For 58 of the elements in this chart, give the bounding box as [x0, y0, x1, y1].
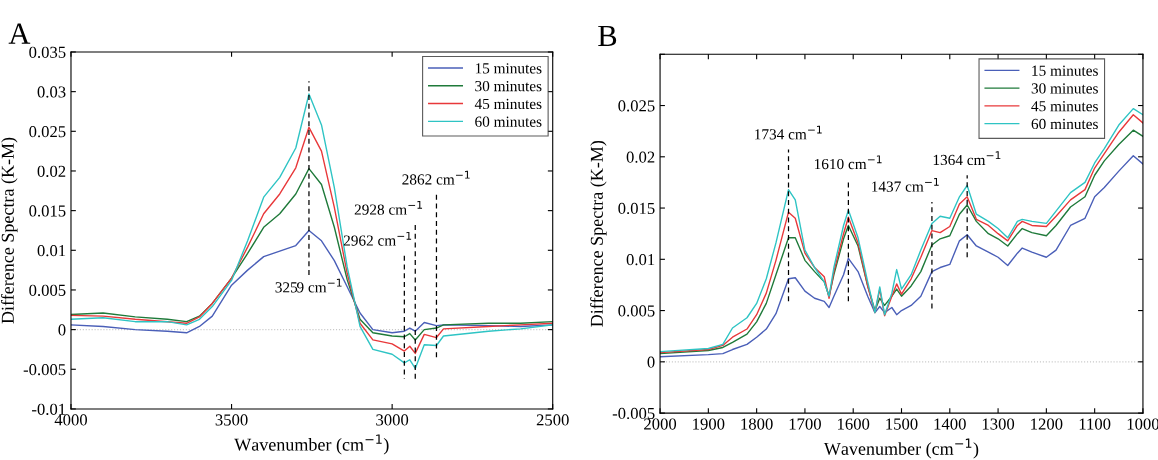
y-tick-label: 0.015 — [29, 205, 66, 217]
y-tick-label: -0.01 — [32, 403, 66, 415]
x-tick-label: 1500 — [886, 418, 918, 430]
x-tick-label: 2500 — [536, 414, 569, 426]
y-axis-title: Difference Spectra (K-M) — [0, 137, 18, 324]
chart-title: A — [8, 23, 31, 44]
y-tick-label: 0.015 — [618, 202, 655, 215]
line-series — [70, 126, 553, 355]
line-series — [70, 167, 553, 341]
x-tick-label: 1800 — [741, 418, 773, 430]
y-tick-label: 0.035 — [29, 46, 66, 58]
y-tick-label: 0.02 — [626, 151, 655, 163]
y-axis-title: Difference Spectra (K-M) — [590, 140, 607, 327]
annotation: 1437 cm$^{−1}$ — [872, 177, 939, 192]
y-tick-label: 0.025 — [618, 100, 655, 112]
x-tick-label: 1000 — [1127, 418, 1158, 430]
y-tick-label: 0.01 — [626, 254, 655, 266]
legend-label: 60 minutes — [475, 116, 542, 127]
annotation: 3259 cm$^{−1}$ — [275, 278, 342, 293]
line-series — [70, 93, 553, 370]
annotation: 2928 cm$^{−1}$ — [354, 200, 423, 215]
legend-label: 60 minutes — [1031, 118, 1098, 130]
legend-label: 45 minutes — [474, 98, 542, 110]
y-tick-label: -0.005 — [23, 363, 66, 376]
y-tick-label: 0.005 — [29, 284, 66, 296]
legend-label: 45 minutes — [1031, 101, 1098, 112]
y-tick-label: 0.03 — [37, 86, 66, 98]
legend-label: 30 minutes — [475, 80, 542, 92]
chart-title: B — [598, 25, 617, 47]
annotation: 2962 cm$^{−1}$ — [343, 231, 412, 246]
line-series — [70, 229, 553, 334]
y-tick-label: 0.01 — [37, 244, 66, 257]
annotation: 1364 cm$^{−1}$ — [933, 151, 1001, 166]
y-tick-label: 0.025 — [29, 126, 66, 138]
x-axis-title: Wavenumber (cm$^{−1}$) — [234, 434, 389, 455]
y-tick-label: 0 — [647, 356, 655, 368]
x-tick-label: 3000 — [376, 414, 409, 426]
x-tick-label: 3500 — [215, 414, 248, 426]
x-tick-label: 1700 — [789, 418, 821, 430]
x-tick-label: 1900 — [693, 418, 725, 430]
x-tick-label: 1600 — [838, 418, 870, 430]
y-tick-label: 0 — [58, 324, 66, 336]
annotation: 1734 cm$^{−1}$ — [755, 125, 822, 140]
legend-label: 15 minutes — [1032, 65, 1098, 76]
y-tick-label: -0.005 — [612, 407, 655, 420]
legend-label: 15 minutes — [475, 63, 542, 74]
y-tick-label: 0.02 — [37, 165, 66, 177]
x-tick-label: 1400 — [934, 418, 966, 430]
x-tick-label: 1100 — [1079, 418, 1111, 430]
annotation: 1610 cm$^{−1}$ — [814, 155, 882, 170]
y-tick-label: 0.005 — [618, 305, 655, 317]
x-tick-label: 1300 — [982, 418, 1015, 430]
x-axis-title: Wavenumber (cm$^{−1}$) — [823, 438, 979, 459]
x-tick-label: 4000 — [54, 414, 88, 426]
legend-label: 30 minutes — [1031, 83, 1098, 94]
x-tick-label: 1200 — [1031, 418, 1063, 430]
annotation: 2862 cm$^{−1}$ — [402, 170, 470, 185]
x-tick-label: 2000 — [644, 418, 677, 430]
